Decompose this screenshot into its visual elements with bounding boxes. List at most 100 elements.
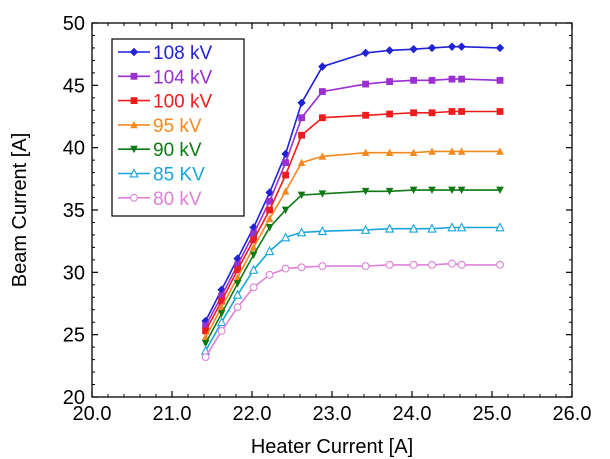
series-layer	[200, 42, 505, 362]
data-point	[385, 260, 394, 269]
series-5	[201, 186, 504, 348]
data-point	[217, 310, 226, 318]
data-point	[218, 292, 225, 300]
data-point	[427, 223, 437, 233]
data-point	[496, 76, 504, 84]
data-point	[410, 76, 417, 84]
data-point	[360, 224, 371, 234]
legend-label: 108 kV	[153, 43, 212, 64]
legend-marker	[130, 97, 138, 104]
data-point	[280, 232, 291, 242]
legend-marker	[129, 47, 139, 57]
data-point	[282, 171, 289, 179]
data-point	[496, 260, 504, 269]
data-point	[457, 42, 466, 51]
data-point	[496, 108, 504, 115]
data-point	[448, 186, 456, 195]
data-point	[456, 222, 467, 232]
legend-item: 95 kV	[118, 116, 202, 137]
data-point	[361, 262, 370, 271]
data-point	[427, 43, 437, 53]
legend-marker	[130, 72, 138, 80]
data-point	[496, 147, 504, 155]
data-point	[297, 191, 306, 200]
legend-item: 80 kV	[118, 189, 202, 210]
y-tick-label: 50	[63, 13, 85, 35]
legend-label: 100 kV	[153, 92, 212, 113]
data-point	[458, 108, 465, 115]
x-tick-label: 24.0	[393, 403, 432, 425]
data-point	[264, 245, 275, 256]
data-point	[457, 260, 466, 269]
y-tick-label: 20	[63, 387, 85, 409]
series-4	[201, 147, 504, 341]
legend-label: 90 kV	[153, 140, 202, 161]
data-point	[495, 43, 505, 53]
data-point	[409, 148, 418, 157]
y-tick-label: 25	[63, 325, 85, 347]
data-point	[495, 222, 505, 232]
data-point	[386, 110, 393, 118]
data-point	[448, 147, 456, 155]
data-point	[216, 316, 227, 327]
data-point	[385, 187, 394, 196]
data-point	[202, 327, 209, 335]
data-point	[496, 186, 504, 195]
series-line	[204, 110, 500, 332]
data-point	[250, 230, 257, 238]
data-point	[265, 214, 274, 223]
data-point	[458, 75, 465, 83]
data-point	[265, 270, 274, 279]
y-tick-label: 40	[63, 138, 85, 160]
legend-item: 85 KV	[118, 165, 205, 186]
data-point	[218, 297, 225, 305]
data-point	[281, 206, 290, 214]
series-6	[200, 222, 505, 355]
data-point	[249, 251, 258, 259]
data-point	[385, 148, 394, 157]
series-line	[204, 262, 500, 358]
data-point	[409, 260, 418, 269]
data-point	[249, 283, 258, 292]
data-point	[233, 280, 242, 288]
legend-item: 104 kV	[118, 67, 212, 88]
data-point	[298, 114, 305, 122]
data-point	[233, 303, 242, 312]
legend-item: 108 kV	[118, 43, 212, 64]
data-point	[319, 88, 326, 95]
data-point	[318, 62, 327, 71]
data-point	[361, 187, 370, 196]
data-point	[201, 353, 210, 362]
series-line	[204, 150, 500, 338]
data-point	[318, 262, 327, 271]
legend-marker	[130, 145, 138, 154]
x-tick-labels: 20.0 21.0 22.0 23.0 24.0 25.0 26.0	[73, 403, 592, 425]
data-point	[266, 197, 273, 205]
x-tick-label: 23.0	[313, 403, 352, 425]
series-2	[202, 75, 504, 330]
legend-label: 80 kV	[153, 189, 202, 210]
data-point	[409, 186, 418, 195]
data-point	[249, 243, 258, 251]
data-point	[234, 266, 241, 274]
y-tick-label: 35	[63, 200, 85, 222]
data-point	[409, 44, 418, 54]
data-point	[386, 78, 393, 85]
data-point	[317, 225, 328, 236]
x-axis-title: Heater Current [A]	[251, 436, 413, 458]
legend: 108 kV 104 kV 100 kV 95 kV 90 kV 85 KV 80 kV	[111, 38, 245, 217]
data-point	[266, 206, 273, 214]
data-point	[282, 159, 289, 167]
y-tick-label: 45	[63, 75, 85, 97]
legend-label: 95 kV	[153, 116, 202, 137]
data-point	[217, 326, 226, 335]
data-point	[362, 80, 369, 88]
y-tick-label: 30	[63, 262, 85, 284]
legend-item: 90 kV	[118, 140, 202, 161]
data-point	[297, 263, 306, 272]
legend-item: 100 kV	[118, 92, 212, 113]
x-tick-label: 25.0	[473, 403, 512, 425]
data-point	[281, 264, 290, 273]
data-point	[384, 223, 395, 233]
